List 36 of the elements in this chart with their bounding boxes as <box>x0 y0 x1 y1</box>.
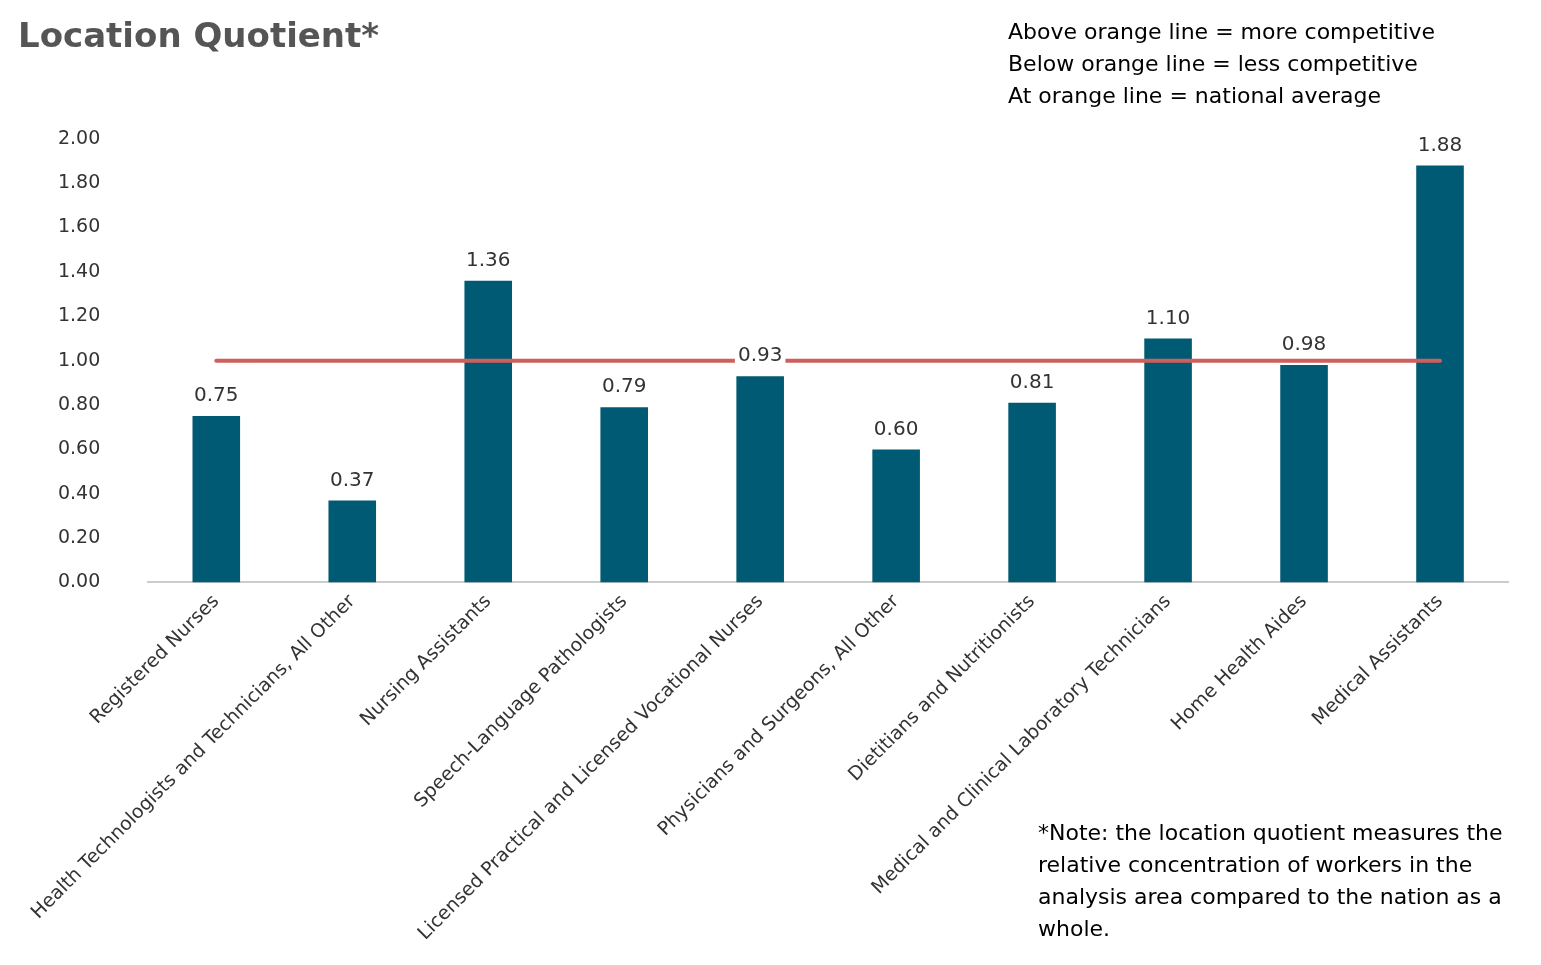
data-label: 0.81 <box>1009 369 1055 393</box>
y-tick-label: 1.20 <box>57 303 101 326</box>
y-tick-label: 0.40 <box>57 480 101 503</box>
bar <box>1416 165 1464 583</box>
data-label: 1.36 <box>465 246 511 271</box>
chart-title: Location Quotient* <box>18 15 380 56</box>
y-tick-label: 0.60 <box>57 436 101 459</box>
y-tick-label: 1.60 <box>57 214 101 237</box>
data-label: 0.79 <box>601 373 647 398</box>
data-label: 1.10 <box>1145 304 1191 329</box>
y-tick-label: 1.40 <box>57 258 101 281</box>
text: *Note: the location quotient measures the relative concentration of workers in the analysis area compared to the nation as a whole. <box>1038 819 1503 941</box>
y-tick-label: 1.00 <box>57 347 101 370</box>
bar <box>1008 402 1056 583</box>
data-label: 0.93 <box>737 342 783 367</box>
text: Above orange line = more competitive <box>1008 18 1436 44</box>
bar <box>736 376 784 583</box>
bar <box>1280 365 1328 583</box>
y-tick-label: 1.80 <box>57 170 101 193</box>
text: At orange line = national average <box>1008 82 1382 108</box>
data-label: 0.60 <box>873 415 919 440</box>
y-tick-label: 2.00 <box>57 125 101 148</box>
data-label: 0.98 <box>1281 331 1327 356</box>
text: Below orange line = less competitive <box>1008 50 1418 76</box>
bar <box>328 500 377 583</box>
bar <box>192 416 241 583</box>
y-tick-label: 0.00 <box>57 569 101 592</box>
bar <box>600 407 648 583</box>
data-label: 1.88 <box>1417 131 1463 156</box>
bar <box>464 280 513 583</box>
data-label: 0.75 <box>194 382 239 407</box>
y-tick-label: 0.80 <box>57 391 101 414</box>
bar <box>1144 338 1192 583</box>
bar <box>872 449 920 583</box>
y-tick-label: 0.20 <box>57 525 101 548</box>
data-label: 0.37 <box>329 466 375 491</box>
